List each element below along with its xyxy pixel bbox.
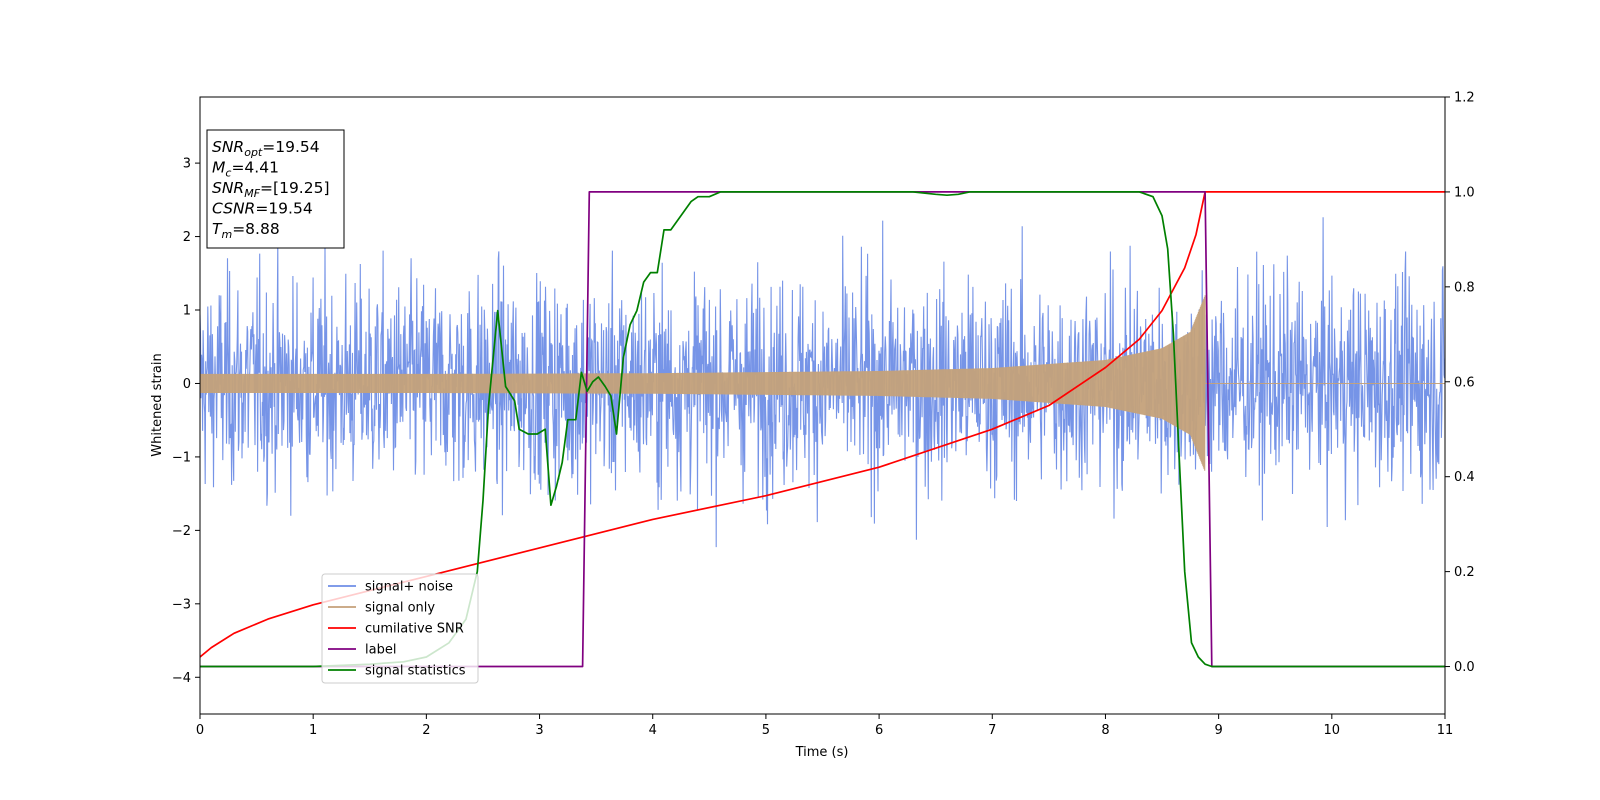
info-box-frame xyxy=(206,129,345,249)
legend-label: signal+ noise xyxy=(365,580,453,595)
x-tick-label: 6 xyxy=(875,723,883,738)
x-tick-label: 11 xyxy=(1437,723,1454,738)
y-tick-label: 2 xyxy=(183,230,191,245)
x-tick-label: 4 xyxy=(649,723,657,738)
y2-tick-label: 0.0 xyxy=(1454,660,1475,675)
legend: signal+ noise signal only cumilative SNR la… xyxy=(321,573,479,684)
legend-label: signal statistics xyxy=(365,664,466,679)
x-tick-label: 8 xyxy=(1101,723,1109,738)
series-signal-noise xyxy=(200,217,1445,548)
x-tick-label: 5 xyxy=(762,723,770,738)
legend-box xyxy=(321,573,479,684)
x-tick-label: 0 xyxy=(196,723,204,738)
x-tick-label: 2 xyxy=(422,723,430,738)
info-line: CSNR=19.54 xyxy=(212,200,313,218)
y2-tick-label: 1.2 xyxy=(1454,91,1475,106)
legend-label: signal only xyxy=(365,601,435,616)
y-tick-label: 3 xyxy=(183,157,191,172)
legend-label: label xyxy=(365,643,396,658)
y-tick-label: −4 xyxy=(172,671,191,686)
y2-tick-label: 1.0 xyxy=(1454,185,1475,200)
plot-area xyxy=(200,191,1445,668)
x-axis-label: Time (s) xyxy=(795,745,849,760)
series-cumulative-snr xyxy=(200,191,1445,658)
plot-frame xyxy=(199,96,1446,715)
y2-tick-label: 0.6 xyxy=(1454,375,1475,390)
legend-label: cumilative SNR xyxy=(365,622,464,637)
y-tick-label: 0 xyxy=(183,377,191,392)
info-box: SNRopt=19.54Mc=4.41SNRMF=[19.25]CSNR=19.… xyxy=(206,129,345,249)
x-tick-label: 10 xyxy=(1324,723,1341,738)
y2-tick-label: 0.4 xyxy=(1454,470,1475,485)
info-line: SNRMF=[19.25] xyxy=(212,179,330,200)
y-tick-label: 1 xyxy=(183,304,191,319)
axes: 0 1 2 3 4 5 6 7 8 9 10 11 −4 −3 −2 −1 0 1 2 3 0.0 0.2 0.4 0.6 0.… xyxy=(172,91,1475,739)
series-signal-only xyxy=(200,295,1445,471)
x-tick-label: 7 xyxy=(988,723,996,738)
y2-tick-label: 0.8 xyxy=(1454,280,1475,295)
y-tick-label: −3 xyxy=(172,597,191,612)
y-tick-label: −1 xyxy=(172,450,191,465)
x-tick-label: 3 xyxy=(535,723,543,738)
info-line: Mc=4.41 xyxy=(212,159,279,180)
x-tick-label: 1 xyxy=(309,723,317,738)
y-tick-label: −2 xyxy=(172,524,191,539)
x-tick-label: 9 xyxy=(1214,723,1222,738)
info-line: Tm=8.88 xyxy=(212,220,280,241)
series-signal-statistics xyxy=(200,191,1445,668)
y-axis-label: Whitened strain xyxy=(150,353,165,456)
y2-tick-label: 0.2 xyxy=(1454,565,1475,580)
info-line: SNRopt=19.54 xyxy=(212,138,320,159)
